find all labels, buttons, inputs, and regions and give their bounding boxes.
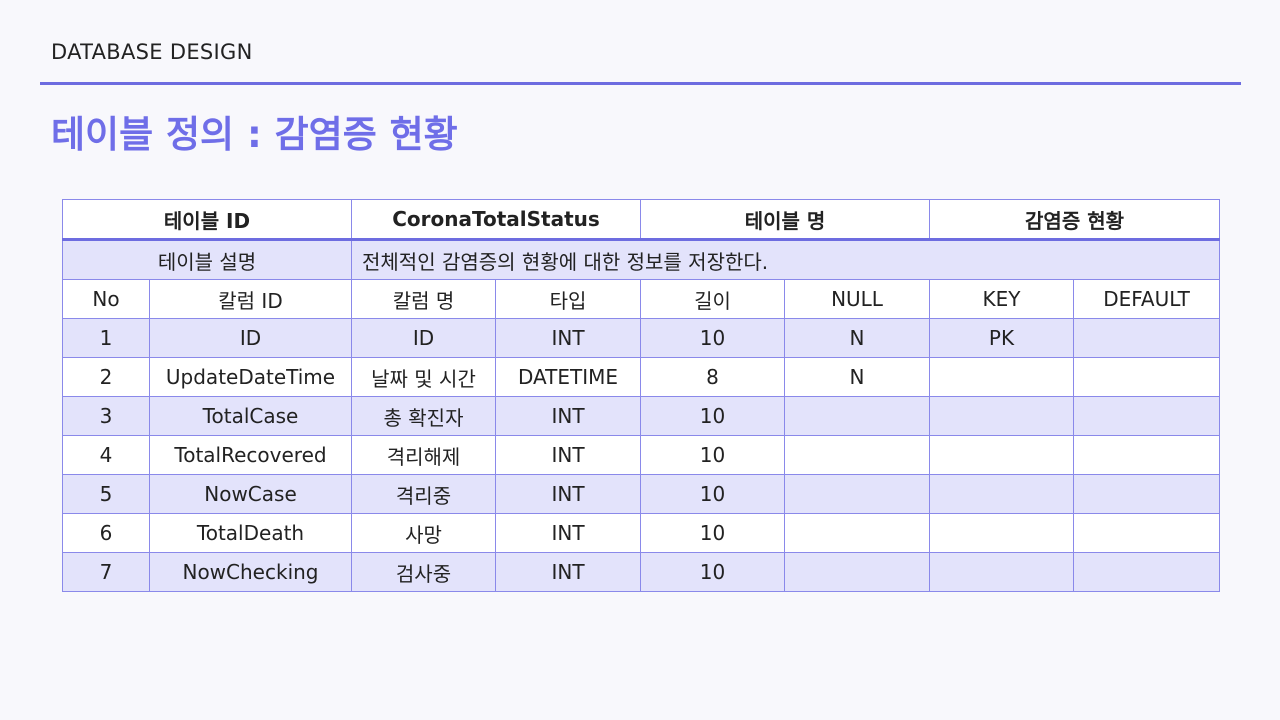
column-header-row: No 칼럼 ID 칼럼 명 타입 길이 NULL KEY DEFAULT <box>62 279 1221 319</box>
col-column-id-cell: ID <box>149 318 352 358</box>
col-column-name-cell: 날짜 및 시간 <box>351 357 496 397</box>
table-row: 4 TotalRecovered 격리해제 INT 10 <box>62 435 1221 475</box>
col-no-cell: 6 <box>62 513 150 553</box>
col-null-cell: N <box>783 357 931 397</box>
table-row: 2 UpdateDateTime 날짜 및 시간 DATETIME 8 N <box>62 357 1221 397</box>
col-default-cell <box>1073 318 1221 358</box>
table-id-label: 테이블 ID <box>62 199 352 241</box>
table-name-value: 감염증 현황 <box>929 199 1221 241</box>
col-length-header: 길이 <box>640 279 785 319</box>
col-type-cell: INT <box>495 513 641 553</box>
col-length-cell: 10 <box>640 435 785 475</box>
col-type-header: 타입 <box>495 279 641 319</box>
col-type-cell: INT <box>495 474 641 514</box>
col-null-cell: N <box>783 318 931 358</box>
table-row: 5 NowCase 격리중 INT 10 <box>62 474 1221 514</box>
col-default-cell <box>1073 474 1221 514</box>
col-no-cell: 5 <box>62 474 150 514</box>
col-column-name-header: 칼럼 명 <box>351 279 496 319</box>
col-length-cell: 8 <box>640 357 785 397</box>
col-default-cell <box>1073 357 1221 397</box>
col-column-name-cell: 격리해제 <box>351 435 496 475</box>
col-no-cell: 1 <box>62 318 150 358</box>
col-key-cell <box>929 435 1075 475</box>
col-type-cell: DATETIME <box>495 357 641 397</box>
table-row: 3 TotalCase 총 확진자 INT 10 <box>62 396 1221 436</box>
col-null-cell <box>783 396 931 436</box>
col-column-id-cell: UpdateDateTime <box>149 357 352 397</box>
header-divider <box>40 82 1241 85</box>
table-header-row: 테이블 ID CoronaTotalStatus 테이블 명 감염증 현황 <box>62 199 1221 241</box>
col-type-cell: INT <box>495 435 641 475</box>
col-default-cell <box>1073 396 1221 436</box>
col-key-cell: PK <box>929 318 1075 358</box>
col-length-cell: 10 <box>640 513 785 553</box>
col-no-cell: 3 <box>62 396 150 436</box>
col-default-cell <box>1073 435 1221 475</box>
col-length-cell: 10 <box>640 474 785 514</box>
col-null-header: NULL <box>783 279 931 319</box>
col-default-cell <box>1073 513 1221 553</box>
table-row: 7 NowChecking 검사중 INT 10 <box>62 552 1221 592</box>
col-no-cell: 4 <box>62 435 150 475</box>
col-key-cell <box>929 552 1075 592</box>
col-null-cell <box>783 474 931 514</box>
table-row: 6 TotalDeath 사망 INT 10 <box>62 513 1221 553</box>
col-key-header: KEY <box>929 279 1075 319</box>
col-length-cell: 10 <box>640 396 785 436</box>
section-label: DATABASE DESIGN <box>51 40 253 64</box>
col-key-cell <box>929 513 1075 553</box>
table-definition: 테이블 ID CoronaTotalStatus 테이블 명 감염증 현황 테이… <box>62 199 1221 592</box>
table-description-label: 테이블 설명 <box>62 239 352 280</box>
col-column-name-cell: 격리중 <box>351 474 496 514</box>
col-default-cell <box>1073 552 1221 592</box>
col-null-cell <box>783 552 931 592</box>
col-default-header: DEFAULT <box>1073 279 1221 319</box>
col-no-cell: 2 <box>62 357 150 397</box>
col-column-id-cell: NowChecking <box>149 552 352 592</box>
col-column-name-cell: 검사중 <box>351 552 496 592</box>
table-row: 1 ID ID INT 10 N PK <box>62 318 1221 358</box>
col-key-cell <box>929 357 1075 397</box>
col-column-id-cell: TotalDeath <box>149 513 352 553</box>
table-description-row: 테이블 설명 전체적인 감염증의 현황에 대한 정보를 저장한다. <box>62 239 1221 280</box>
col-no-header: No <box>62 279 150 319</box>
col-column-id-cell: TotalCase <box>149 396 352 436</box>
page-title: 테이블 정의 : 감염증 현황 <box>51 113 458 156</box>
col-column-id-cell: TotalRecovered <box>149 435 352 475</box>
col-type-cell: INT <box>495 552 641 592</box>
col-column-id-cell: NowCase <box>149 474 352 514</box>
col-type-cell: INT <box>495 396 641 436</box>
table-description-text: 전체적인 감염증의 현황에 대한 정보를 저장한다. <box>350 239 1221 280</box>
col-column-name-cell: ID <box>351 318 496 358</box>
col-key-cell <box>929 474 1075 514</box>
col-null-cell <box>783 513 931 553</box>
col-column-name-cell: 사망 <box>351 513 496 553</box>
col-no-cell: 7 <box>62 552 150 592</box>
col-column-name-cell: 총 확진자 <box>351 396 496 436</box>
table-name-label: 테이블 명 <box>639 199 931 241</box>
col-type-cell: INT <box>495 318 641 358</box>
table-id-value: CoronaTotalStatus <box>351 199 641 241</box>
col-length-cell: 10 <box>640 318 785 358</box>
col-length-cell: 10 <box>640 552 785 592</box>
col-key-cell <box>929 396 1075 436</box>
col-column-id-header: 칼럼 ID <box>149 279 352 319</box>
col-null-cell <box>783 435 931 475</box>
